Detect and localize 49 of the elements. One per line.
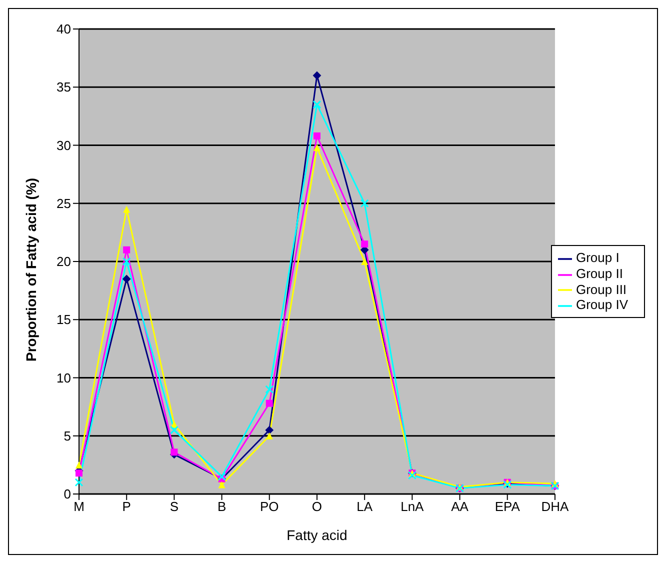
legend-label: Group I — [576, 250, 620, 266]
x-tick-label: O — [312, 499, 322, 514]
x-tick-label: DHA — [541, 499, 570, 514]
y-tick-label: 0 — [64, 486, 71, 502]
point — [218, 472, 226, 481]
x-tick-label: P — [122, 499, 131, 514]
x-tick-label: S — [170, 499, 179, 514]
x-tick-label: PO — [260, 499, 279, 514]
x-tick-label: B — [217, 499, 226, 514]
point — [170, 426, 178, 434]
x-tick-label: M — [74, 499, 84, 514]
x-tick-label: LnA — [400, 499, 424, 514]
point — [361, 240, 368, 248]
point — [266, 400, 273, 407]
y-tick-label: 5 — [64, 428, 71, 444]
point — [312, 100, 322, 109]
y-tick-label: 15 — [56, 312, 71, 328]
point — [122, 274, 131, 283]
y-axis-title: Proportion of Fatty acid (%) — [22, 178, 39, 362]
point — [218, 481, 226, 488]
legend-label: Group II — [576, 266, 623, 281]
legend-label: Group III — [576, 282, 627, 296]
point — [408, 471, 416, 480]
point — [266, 432, 273, 440]
point — [360, 199, 369, 208]
point — [76, 470, 82, 477]
point — [265, 385, 274, 394]
point — [76, 461, 82, 468]
point — [313, 144, 320, 152]
point — [74, 478, 84, 487]
y-tick-label: 25 — [56, 196, 71, 211]
point — [122, 257, 131, 266]
y-tick-label: 10 — [56, 370, 71, 386]
point — [170, 448, 178, 456]
point — [265, 426, 274, 434]
y-tick-label: 30 — [56, 138, 71, 153]
x-axis-title: Fatty acid — [286, 527, 348, 543]
x-tick-label: AA — [451, 499, 469, 514]
x-tick-label: EPA — [494, 499, 520, 514]
point — [361, 258, 368, 265]
x-tick-label: LA — [356, 499, 373, 514]
point — [312, 72, 321, 80]
point — [123, 246, 130, 254]
legend-label: Group IV — [576, 297, 628, 312]
y-tick-label: 40 — [56, 22, 71, 37]
point — [123, 206, 130, 213]
y-tick-label: 35 — [56, 80, 71, 95]
y-tick-label: 20 — [56, 254, 71, 270]
point — [313, 132, 320, 140]
